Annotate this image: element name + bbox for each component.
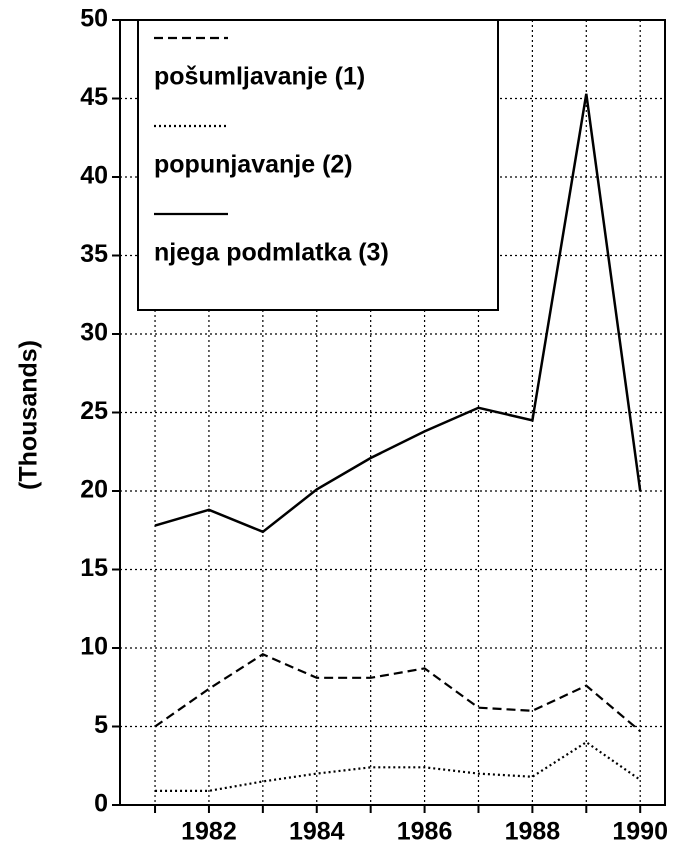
- y-tick-label: 20: [80, 476, 108, 504]
- y-tick-label: 45: [80, 83, 108, 111]
- y-tick-label: 30: [80, 319, 108, 347]
- legend-box: [137, 19, 499, 311]
- legend-label: njega podmlatka (3): [154, 239, 389, 267]
- legend-label: popunjavanje (2): [154, 151, 353, 179]
- y-tick-label: 5: [94, 711, 108, 739]
- x-tick-label: 1984: [289, 818, 345, 846]
- y-tick-label: 10: [80, 633, 108, 661]
- x-tick-label: 1990: [612, 818, 668, 846]
- y-axis-label: (Thousands): [15, 340, 43, 490]
- x-tick-label: 1982: [181, 818, 237, 846]
- x-tick-label: 1986: [397, 818, 453, 846]
- series-line: [154, 93, 642, 534]
- y-tick-label: 15: [80, 554, 108, 582]
- series-line: [155, 740, 641, 792]
- y-tick-label: 50: [80, 5, 108, 33]
- y-tick-label: 35: [80, 240, 108, 268]
- series-line: [154, 653, 641, 733]
- x-tick-label: 1988: [505, 818, 561, 846]
- y-tick-label: 40: [80, 162, 108, 190]
- y-tick-label: 25: [80, 397, 108, 425]
- legend-label: pošumljavanje (1): [154, 63, 365, 91]
- y-tick-label: 0: [94, 790, 108, 818]
